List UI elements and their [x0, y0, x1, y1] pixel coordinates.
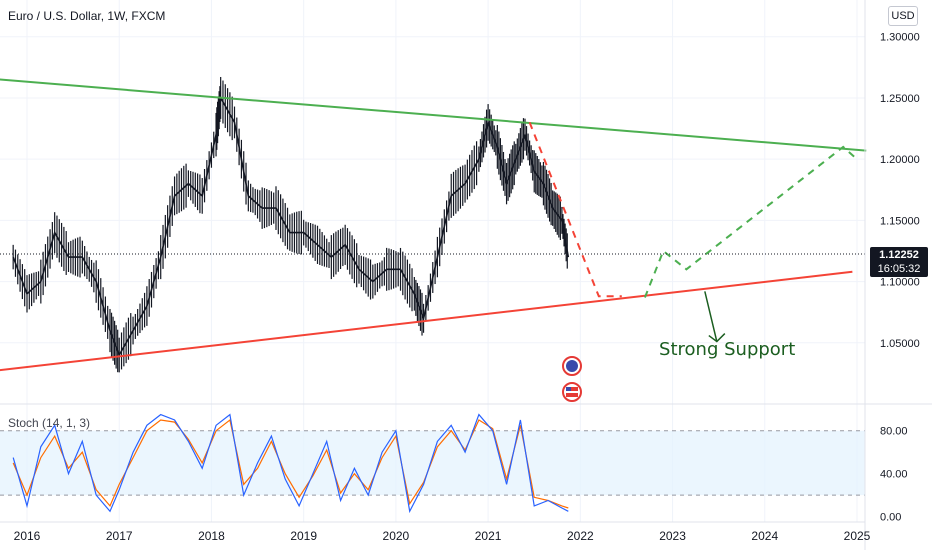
x-tick-label: 2016 [14, 529, 41, 543]
stoch-d-line [12, 418, 569, 509]
last-price-value: 1.12252 [879, 249, 919, 261]
y-tick-label: 1.05000 [880, 338, 920, 350]
x-tick-label: 2023 [659, 529, 686, 543]
stoch-axis[interactable]: 80.00 40.00 0.00 [880, 426, 908, 524]
stoch-lines [12, 413, 569, 514]
price-axis[interactable]: 1.30000 1.25000 1.20000 1.15000 1.10000 1.050… [880, 32, 920, 350]
projection-line [528, 122, 622, 298]
y-tick-label: 1.30000 [880, 32, 920, 44]
price-series [12, 76, 570, 373]
trendline[interactable] [0, 270, 853, 374]
x-tick-label: 2022 [567, 529, 594, 543]
stoch-label[interactable]: Stoch (14, 1, 3) [8, 416, 91, 430]
fed-event-icon-inner [566, 360, 578, 372]
support-arrow-icon [704, 291, 726, 343]
stoch-tick-label: 0.00 [880, 512, 901, 524]
x-tick-label: 2025 [844, 529, 871, 543]
trendline[interactable] [0, 73, 867, 152]
event-icons[interactable] [562, 356, 582, 402]
x-tick-label: 2021 [475, 529, 502, 543]
stoch-tick-label: 80.00 [880, 426, 908, 438]
chart-title: Euro / U.S. Dollar, 1W, FXCM [8, 9, 166, 23]
y-tick-label: 1.20000 [880, 154, 920, 166]
currency-button[interactable]: USD [888, 6, 918, 26]
x-tick-label: 2017 [106, 529, 133, 543]
annotation-text: Strong Support [659, 339, 795, 360]
us-flag-canton [566, 387, 571, 391]
projection-line [643, 145, 858, 298]
y-tick-label: 1.10000 [880, 277, 920, 289]
x-tick-label: 2020 [383, 529, 410, 543]
us-flag-stripe [566, 391, 578, 393]
x-tick-label: 2018 [198, 529, 225, 543]
x-tick-label: 2019 [290, 529, 317, 543]
trendlines[interactable] [0, 73, 867, 374]
stoch-band [0, 430, 865, 496]
x-tick-label: 2024 [751, 529, 778, 543]
time-axis[interactable]: 2016 2017 2018 2019 2020 2021 2022 2023 2024 2025 [14, 529, 871, 543]
stoch-tick-label: 40.00 [880, 469, 908, 481]
y-tick-label: 1.15000 [880, 215, 920, 227]
projection-lines [528, 122, 858, 298]
annotation[interactable]: Strong Support [659, 291, 795, 360]
stoch-k-line [12, 413, 569, 514]
bar-countdown: 16:05:32 [877, 263, 921, 275]
stoch-band-fill [0, 430, 865, 496]
y-tick-label: 1.25000 [880, 93, 920, 105]
last-price-badge: 1.12252 16:05:32 [870, 247, 928, 277]
